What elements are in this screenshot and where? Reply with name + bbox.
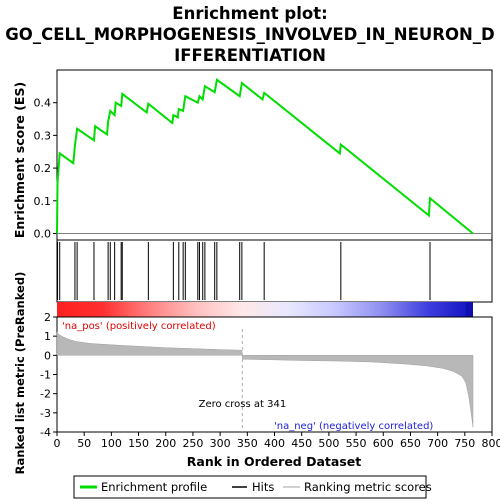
chart-title-line3: IFFERENTIATION (174, 46, 326, 65)
legend-hits-label: Hits (252, 480, 274, 494)
metric-panel-frame (57, 317, 492, 432)
hits-panel (57, 240, 492, 302)
legend-enrichment-label: Enrichment profile (101, 480, 207, 494)
es-y-tick-label: 0.0 (34, 227, 52, 240)
x-axis-label: Rank in Ordered Dataset (187, 454, 361, 469)
zero-cross-label: Zero cross at 341 (199, 399, 287, 410)
legend: Enrichment profile Hits Ranking metric s… (74, 476, 432, 498)
es-y-tick-label: 0.1 (34, 195, 52, 208)
x-tick-label: 650 (400, 437, 421, 450)
positive-correlated-label: 'na_pos' (positively correlated) (62, 321, 216, 332)
x-tick-label: 50 (77, 437, 91, 450)
x-tick-label: 750 (454, 437, 475, 450)
x-tick-label: 450 (291, 437, 312, 450)
metric-y-tick-label: 0 (44, 349, 51, 362)
ranking-color-bar (57, 302, 473, 317)
x-tick-label: 800 (482, 437, 500, 450)
metric-y-axis-label: Ranked list metric (PreRanked) (13, 272, 27, 475)
x-tick-label: 700 (427, 437, 448, 450)
metric-y-tick-label: -1 (40, 369, 51, 382)
es-y-tick-label: 0.4 (34, 97, 52, 110)
x-tick-label: 0 (54, 437, 61, 450)
x-tick-label: 250 (182, 437, 203, 450)
x-tick-label: 400 (264, 437, 285, 450)
es-y-tick-label: 0.3 (34, 129, 52, 142)
color-bar-gradient (57, 302, 473, 317)
chart-title-line1: Enrichment plot: (172, 4, 327, 23)
metric-y-tick-label: -3 (40, 407, 51, 420)
chart-title-line2: GO_CELL_MORPHOGENESIS_INVOLVED_IN_NEURON… (5, 25, 494, 44)
x-tick-label: 150 (128, 437, 149, 450)
es-y-ticks: 0.0 0.1 0.2 0.3 0.4 (34, 97, 58, 241)
x-tick-label: 100 (101, 437, 122, 450)
es-y-tick-label: 0.2 (34, 162, 52, 175)
metric-y-tick-label: -2 (40, 388, 51, 401)
es-y-axis-label: Enrichment score (ES) (12, 82, 27, 238)
metric-y-tick-label: -4 (40, 426, 51, 439)
x-tick-label: 550 (346, 437, 367, 450)
x-axis-ticks: 0 50 100 150 200 250 300 350 400 450 500 550 600 650 7… (54, 432, 500, 450)
x-tick-label: 600 (373, 437, 394, 450)
metric-y-tick-label: 2 (44, 311, 51, 324)
legend-metric-label: Ranking metric scores (304, 480, 432, 494)
negative-correlated-label: 'na_neg' (negatively correlated) (274, 421, 433, 432)
color-bar-dark-end (466, 302, 473, 317)
metric-y-ticks: 2 1 0 -1 -2 -3 -4 (40, 311, 57, 439)
x-tick-label: 350 (237, 437, 258, 450)
es-panel: 0.0 0.1 0.2 0.3 0.4 Enrichment score (ES) (12, 70, 492, 240)
x-tick-label: 300 (210, 437, 231, 450)
x-tick-label: 200 (155, 437, 176, 450)
x-tick-label: 500 (318, 437, 339, 450)
metric-y-tick-label: 1 (44, 330, 51, 343)
